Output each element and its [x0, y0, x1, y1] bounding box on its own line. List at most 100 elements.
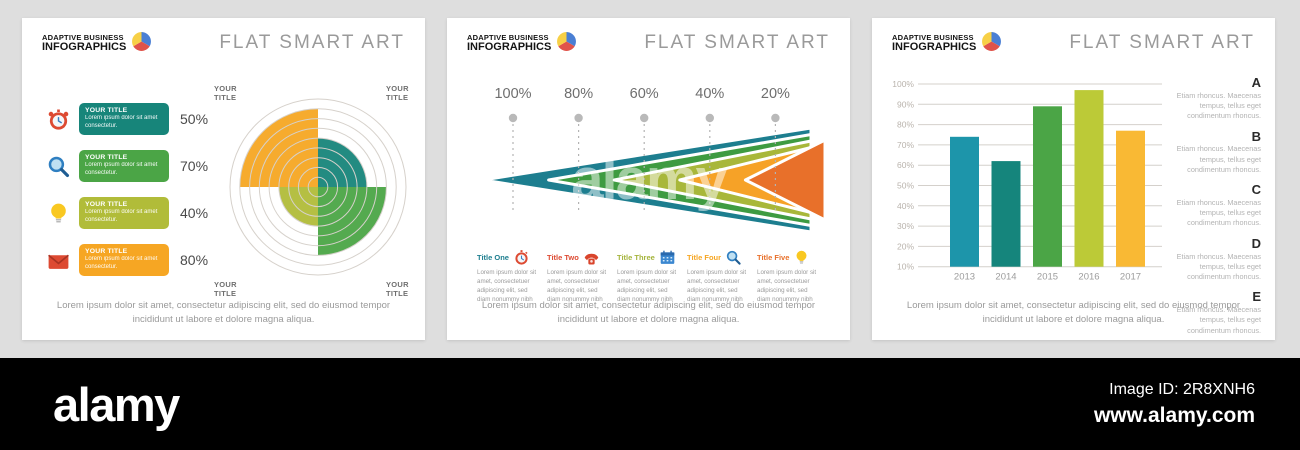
pie-logo-icon [131, 31, 152, 57]
slide-title: FLAT SMART ART [219, 32, 405, 53]
bar-2014 [991, 161, 1021, 267]
percent-value: 70% [180, 158, 209, 174]
legend-letter: D [1251, 235, 1261, 251]
magnifier-icon [46, 154, 71, 179]
slide-panel-1: ADAPTIVE BUSINESS INFOGRAPHICS FLAT SMAR… [22, 18, 425, 340]
step-item: Title Two Lorem ipsum dolor sit amet, co… [547, 248, 611, 305]
card-desc: Lorem ipsum dolor sit amet consectetur. [85, 115, 158, 129]
legend-text: Etiam rhoncus. Maecenas tempus, tellus e… [1176, 198, 1261, 228]
bar-2013 [950, 136, 979, 267]
y-tick-label: 10% [897, 262, 914, 272]
slide-panel-2: ADAPTIVE BUSINESS INFOGRAPHICS FLAT SMAR… [447, 18, 850, 340]
legend-letter: E [1252, 289, 1261, 305]
step-list: Title One Lorem ipsum dolor sit amet, co… [477, 248, 840, 305]
chart-corner-label: YOUR TITLE [386, 280, 409, 299]
alamy-logo: alamy [53, 377, 180, 431]
marker-dot [771, 113, 780, 123]
bar-2016 [1074, 90, 1104, 267]
marker-dot [640, 113, 649, 123]
magnifier-icon [725, 249, 742, 266]
step-item: Title Five Lorem ipsum dolor sit amet, c… [757, 248, 821, 305]
title-card: YOUR TITLE Lorem ipsum dolor sit amet co… [79, 244, 169, 276]
marker-dot [574, 113, 583, 123]
card-title: YOUR TITLE [85, 154, 128, 162]
title-card: YOUR TITLE Lorem ipsum dolor sit amet co… [79, 150, 169, 182]
stopwatch-icon [513, 249, 530, 266]
brand-logo: ADAPTIVE BUSINESS INFOGRAPHICS [467, 31, 577, 57]
bar-chart: 100% 90% 80% 70% 60% 50% 40% 30% 20% 10% 2013 2014 2… [892, 79, 1162, 283]
brand-line1: ADAPTIVE BUSINESS [42, 33, 124, 43]
percent-label: 100% [494, 86, 531, 102]
percent-label: 20% [761, 86, 790, 102]
y-tick-label: 50% [897, 181, 914, 191]
x-tick-label: 2013 [954, 272, 975, 283]
legend-item: E Etiam rhoncus. Maecenas tempus, tellus… [1163, 289, 1261, 336]
brand-line2: INFOGRAPHICS [892, 41, 977, 54]
list-item: YOUR TITLE Lorem ipsum dolor sit amet co… [46, 241, 230, 279]
slide-panel-3: ADAPTIVE BUSINESS INFOGRAPHICS FLAT SMAR… [872, 18, 1275, 340]
arrow-funnel-chart: 100% 80% 60% 40% 20% [447, 72, 850, 246]
slide-header: ADAPTIVE BUSINESS INFOGRAPHICS FLAT SMAR… [42, 31, 405, 57]
step-title: Title Four [687, 252, 722, 262]
pie-logo-icon [556, 31, 577, 57]
title-card: YOUR TITLE Lorem ipsum dolor sit amet co… [79, 103, 169, 135]
step-title: Title Five [757, 252, 790, 262]
legend-letter: A [1251, 75, 1261, 90]
telephone-icon [583, 249, 600, 266]
bar-chart-area: 100% 90% 80% 70% 60% 50% 40% 30% 20% 10% 2013 2014 2… [884, 74, 1169, 293]
arrow-chart: 100% 80% 60% 40% 20% [481, 86, 827, 234]
y-tick-label: 70% [897, 140, 914, 150]
step-item: Title Three [617, 248, 681, 305]
y-tick-label: 20% [897, 241, 914, 251]
light-bulb-icon [793, 249, 810, 266]
legend-text: Etiam rhoncus. Maecenas tempus, tellus e… [1176, 251, 1261, 281]
marker-dot [508, 113, 518, 123]
step-desc: Lorem ipsum dolor sit amet, consectetuer… [757, 269, 817, 303]
step-desc: Lorem ipsum dolor sit amet, consectetuer… [617, 269, 677, 303]
percent-label: 80% [564, 86, 593, 102]
card-title: YOUR TITLE [85, 248, 128, 256]
slide-footer-text: Lorem ipsum dolor sit amet, consectetur … [906, 299, 1241, 325]
pie-logo-icon [981, 31, 1002, 57]
brand-line2: INFOGRAPHICS [467, 41, 552, 54]
legend-text: Etiam rhoncus. Maecenas tempus, tellus e… [1176, 144, 1261, 174]
list-item: YOUR TITLE Lorem ipsum dolor sit amet co… [46, 100, 230, 138]
alamy-url-text: www.alamy.com [1093, 403, 1255, 427]
chart-corner-label: YOUR TITLE [214, 280, 237, 299]
list-item: YOUR TITLE Lorem ipsum dolor sit amet co… [46, 194, 230, 232]
card-desc: Lorem ipsum dolor sit amet consectetur. [85, 256, 158, 270]
percent-value: 40% [180, 205, 209, 221]
card-title: YOUR TITLE [85, 107, 128, 115]
percent-label: 40% [695, 86, 724, 102]
image-id-text: Image ID: 2R8XNH6 [1109, 380, 1255, 398]
step-title: Title One [477, 252, 509, 262]
step-desc: Lorem ipsum dolor sit amet, consectetuer… [547, 269, 607, 303]
legend-text: Etiam rhoncus. Maecenas tempus, tellus e… [1176, 305, 1261, 335]
percent-value: 80% [180, 252, 209, 268]
x-tick-label: 2016 [1078, 272, 1099, 283]
polar-wedge-top-right [318, 138, 367, 187]
title-card: YOUR TITLE Lorem ipsum dolor sit amet co… [79, 197, 169, 229]
legend-item: D Etiam rhoncus. Maecenas tempus, tellus… [1163, 235, 1261, 283]
polar-wedge-top-left [239, 108, 318, 187]
step-desc: Lorem ipsum dolor sit amet, consectetuer… [477, 269, 537, 303]
polar-wedge-bottom-right [318, 187, 387, 256]
title-list: YOUR TITLE Lorem ipsum dolor sit amet co… [46, 100, 230, 288]
polar-quadrant-chart: YOUR TITLE YOUR TITLE YOUR TITLE YOUR TI… [212, 76, 424, 320]
chart-corner-label: YOUR TITLE [214, 84, 237, 103]
step-item: Title Four Lorem ipsum dolor sit amet, c… [687, 248, 751, 305]
slide-header: ADAPTIVE BUSINESS INFOGRAPHICS FLAT SMAR… [467, 31, 830, 57]
slide-title: FLAT SMART ART [644, 32, 830, 53]
y-tick-label: 100% [892, 79, 914, 89]
y-tick-label: 60% [897, 160, 914, 170]
y-tick-label: 40% [897, 201, 914, 211]
bar-2017 [1116, 130, 1145, 267]
card-title: YOUR TITLE [85, 201, 128, 209]
legend-item: B Etiam rhoncus. Maecenas tempus, tellus… [1163, 129, 1261, 176]
chart-corner-label: YOUR TITLE [386, 84, 409, 103]
brand-line1: ADAPTIVE BUSINESS [467, 33, 549, 43]
x-tick-label: 2015 [1037, 272, 1058, 283]
legend-letter: C [1251, 182, 1261, 198]
step-title: Title Two [547, 252, 579, 262]
bar-chart-legend: A Etiam rhoncus. Maecenas tempus, tellus… [1163, 75, 1261, 344]
